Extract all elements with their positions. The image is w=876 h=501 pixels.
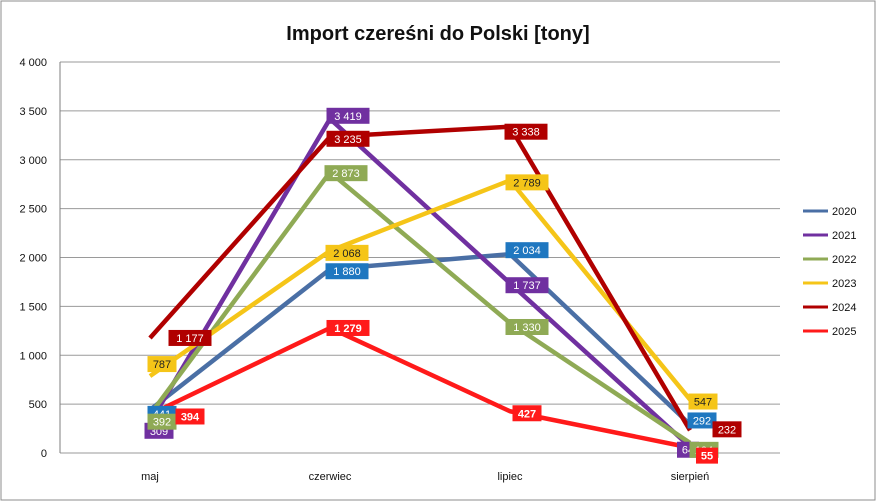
data-label-2023: 2 068 [333, 248, 361, 260]
legend-label-2020: 2020 [832, 206, 856, 218]
legend-label-2021: 2021 [832, 230, 856, 242]
data-label-2025: 1 279 [334, 323, 362, 335]
data-label-box-2021 [505, 277, 549, 294]
series-line-2021 [148, 116, 692, 449]
series-line-2023 [148, 178, 692, 401]
y-tick-label: 3 000 [19, 155, 47, 167]
data-label-box-2020 [505, 242, 549, 259]
data-label-box-2020 [325, 263, 369, 280]
data-label-box-2022 [324, 165, 368, 182]
data-label-box-2023 [505, 174, 549, 191]
data-label-2023: 547 [694, 397, 712, 409]
data-label-box-2025 [326, 319, 370, 336]
data-label-box-2024 [504, 123, 548, 140]
data-label-2021: 1 737 [513, 280, 541, 292]
legend-label-2023: 2023 [832, 278, 856, 290]
data-label-box-2020 [687, 412, 717, 429]
data-label-box-2025 [696, 447, 718, 464]
data-label-2024: 232 [718, 424, 736, 436]
x-tick-label: sierpień [671, 471, 710, 483]
data-label-2022: 392 [153, 417, 171, 429]
legend-label-2025: 2025 [832, 326, 856, 338]
data-label-box-2024 [168, 329, 212, 346]
y-tick-label: 2 000 [19, 253, 47, 265]
data-label-2023: 787 [153, 359, 171, 371]
data-label-box-2022 [505, 318, 549, 335]
legend-label-2024: 2024 [832, 302, 856, 314]
data-label-box-2022 [147, 413, 177, 430]
x-tick-label: lipiec [497, 471, 523, 483]
data-label-2020: 2 034 [513, 245, 541, 257]
data-label-2022: 1 330 [513, 322, 541, 334]
series-line-2024 [148, 124, 692, 432]
data-label-2020: 292 [693, 415, 711, 427]
data-label-2024: 3 235 [334, 134, 362, 146]
data-label-box-2025 [512, 405, 542, 422]
data-label-box-2021 [326, 107, 370, 124]
series-line-2022 [148, 169, 692, 445]
data-label-2021: 3 419 [334, 111, 362, 123]
y-tick-label: 0 [41, 448, 47, 460]
y-tick-label: 1 000 [19, 350, 47, 362]
data-label-box-2024 [712, 421, 742, 438]
y-tick-label: 1 500 [19, 301, 47, 313]
y-tick-label: 2 500 [19, 204, 47, 216]
y-tick-label: 500 [29, 399, 47, 411]
data-label-2022: 2 873 [332, 168, 360, 180]
data-label-2025: 394 [181, 411, 200, 423]
y-tick-label: 4 000 [19, 57, 47, 69]
data-label-2023: 2 789 [513, 177, 541, 189]
data-label-2025: 427 [518, 408, 536, 420]
data-label-2025: 55 [701, 451, 713, 463]
series-line-2020 [148, 251, 692, 427]
legend-label-2022: 2022 [832, 254, 856, 266]
data-label-2020: 1 880 [333, 266, 361, 278]
data-label-box-2023 [325, 244, 369, 261]
x-tick-label: maj [141, 471, 159, 483]
series-line-2025 [149, 325, 691, 450]
data-label-box-2023 [147, 356, 177, 373]
axis-layer: 0 500 1 000 1 500 2 000 2 500 3 000 3 500 4 000 m… [19, 57, 709, 483]
data-label-box-2025 [175, 408, 205, 425]
data-label-2024: 3 338 [512, 127, 540, 139]
y-tick-label: 3 500 [19, 106, 47, 118]
legend: 2020 2021 2022 2023 2024 2025 [803, 206, 856, 338]
data-label-box-2023 [688, 393, 718, 410]
chart-title: Import czereśni do Polski [tony] [286, 23, 589, 45]
data-label-box-2024 [326, 130, 370, 147]
series-lines [148, 116, 692, 450]
x-tick-label: czerwiec [309, 471, 352, 483]
data-label-2024: 1 177 [176, 333, 204, 345]
